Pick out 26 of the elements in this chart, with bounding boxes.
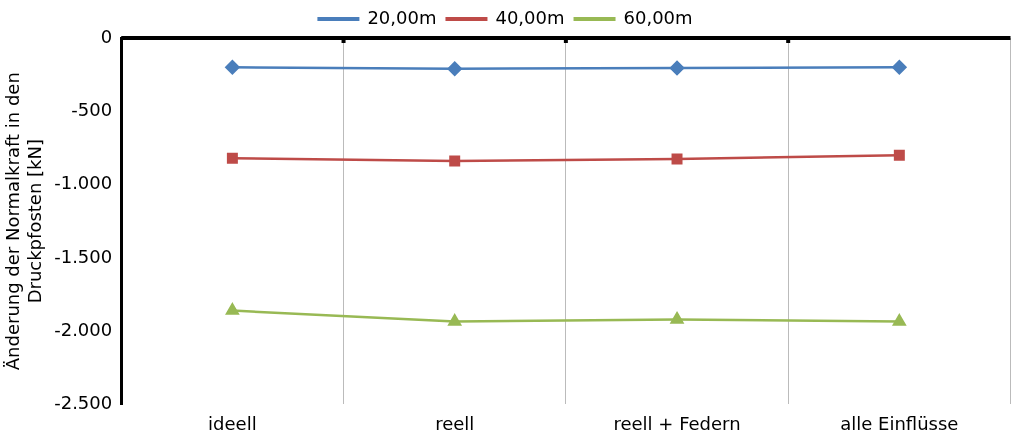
y-tick-label: -500 (71, 98, 113, 120)
x-tick-label: alle Einflüsse (840, 412, 959, 434)
y-tick-label: -1.000 (54, 172, 113, 194)
x-tick-label: reell + Federn (613, 412, 741, 434)
point (449, 155, 461, 167)
legend-label: 20,00m (367, 6, 437, 28)
point (892, 60, 907, 75)
point (225, 303, 239, 315)
y-axis-title: Änderung der Normalkraft in den Druckpfosten [kN] (2, 72, 46, 371)
point (893, 149, 905, 161)
point (225, 60, 240, 75)
point (448, 314, 462, 326)
point (671, 153, 683, 165)
legend-label: 60,00m (623, 6, 693, 28)
y-tick-label: -2.000 (54, 318, 113, 340)
x-tick-label: ideell (208, 412, 257, 434)
y-tick-label: -1.500 (54, 245, 113, 267)
point (226, 152, 238, 164)
x-tick-label: reell (435, 412, 475, 434)
point (447, 61, 462, 77)
point (669, 60, 685, 76)
y-tick-label: -2.500 (54, 392, 113, 414)
point (892, 314, 906, 326)
legend-label: 40,00m (495, 6, 565, 28)
y-tick-label: 0 (100, 25, 113, 47)
point (670, 312, 684, 324)
